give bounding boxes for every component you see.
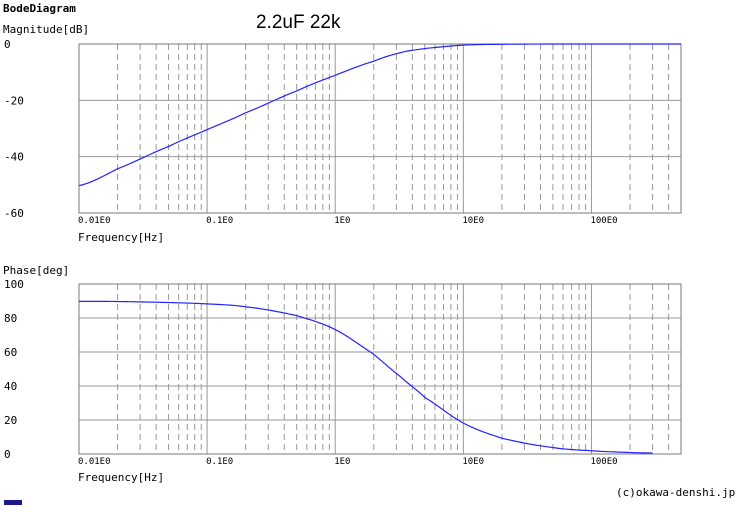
phase-xtick-label: 0.01E0: [78, 457, 111, 467]
magnitude-xtick-label: 100E0: [590, 216, 617, 226]
phase-ytick-label: 0: [4, 448, 11, 461]
magnitude-ytick-label: -20: [4, 94, 24, 107]
phase-chart: 100 80 60 40 20 0 0.01E0 0.1E0 1E0 10E0 100E0 Phase…: [3, 264, 682, 484]
phase-frame: [78, 283, 682, 455]
phase-xtick-label: 10E0: [462, 457, 484, 467]
magnitude-xtick-label: 0.01E0: [78, 216, 111, 226]
phase-ytick-label: 100: [4, 278, 24, 291]
phase-ytick-label: 20: [4, 414, 17, 427]
phase-xtick-label: 1E0: [334, 457, 350, 467]
phase-ytick-label: 60: [4, 346, 17, 359]
magnitude-xtick-label: 1E0: [334, 216, 350, 226]
phase-xlabel: Frequency[Hz]: [78, 471, 164, 484]
magnitude-xtick-label: 0.1E0: [206, 216, 233, 226]
magnitude-ylabel: Magnitude[dB]: [3, 23, 89, 36]
legend-swatch: [4, 500, 22, 505]
magnitude-ytick-label: -40: [4, 151, 24, 164]
magnitude-ytick-label: 0: [4, 38, 11, 51]
magnitude-chart: 0 -20 -40 -60 0.01E0 0.1E0 1E0 10E0 100E0 Magnitu…: [3, 23, 682, 244]
phase-xtick-label: 100E0: [590, 457, 617, 467]
magnitude-xtick-label: 10E0: [462, 216, 484, 226]
phase-ytick-label: 80: [4, 312, 17, 325]
phase-series-line: [79, 300, 653, 454]
magnitude-ytick-label: -60: [4, 207, 24, 220]
magnitude-xlabel: Frequency[Hz]: [78, 231, 164, 244]
chart-note: 2.2uF 22k: [256, 12, 341, 33]
phase-ylabel: Phase[deg]: [3, 264, 69, 277]
magnitude-frame: [78, 43, 682, 214]
credit-text: (c)okawa-denshi.jp: [616, 486, 736, 499]
phase-xtick-label: 0.1E0: [206, 457, 233, 467]
page-title: BodeDiagram: [3, 2, 76, 15]
phase-ytick-label: 40: [4, 380, 17, 393]
magnitude-series-line: [78, 43, 681, 187]
